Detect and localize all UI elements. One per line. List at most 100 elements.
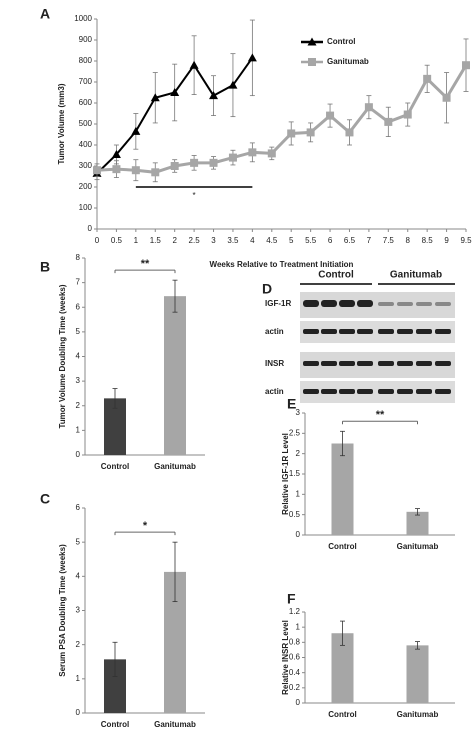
x-tick-label: 3 xyxy=(211,236,216,245)
x-tick-label: 0.5 xyxy=(111,236,123,245)
y-tick-label: 1 xyxy=(296,622,301,631)
marker xyxy=(190,158,199,167)
y-tick-label: 4 xyxy=(76,571,81,580)
y-tick-label: 1.2 xyxy=(289,607,301,616)
y-tick-label: 1.5 xyxy=(289,469,301,478)
y-tick-label: 5 xyxy=(76,537,81,546)
marker xyxy=(287,129,296,138)
legend-label: Ganitumab xyxy=(327,57,369,66)
y-tick-label: 500 xyxy=(79,119,93,128)
x-tick-label: Ganitumab xyxy=(397,710,439,719)
y-axis-title: Relative INSR Level xyxy=(281,620,290,695)
group-label: Ganitumab xyxy=(390,270,442,281)
row-label: actin xyxy=(265,387,284,396)
y-tick-label: 0.5 xyxy=(289,510,301,519)
marker xyxy=(306,128,315,137)
y-tick-label: 0 xyxy=(296,530,301,539)
marker xyxy=(247,53,257,62)
y-tick-label: 0.6 xyxy=(289,653,301,662)
blot-strip xyxy=(300,381,455,403)
x-tick-label: 8.5 xyxy=(422,236,434,245)
marker xyxy=(423,74,432,83)
x-tick-label: 7.5 xyxy=(383,236,395,245)
bar xyxy=(104,398,126,455)
x-tick-label: Control xyxy=(101,462,129,471)
y-tick-label: 1000 xyxy=(74,14,92,23)
significance-label: ** xyxy=(376,409,385,421)
x-tick-label: 5 xyxy=(289,236,294,245)
y-tick-label: 600 xyxy=(79,98,93,107)
y-axis-title: Relative IGF-1R Level xyxy=(281,433,290,515)
y-tick-label: 1 xyxy=(76,425,81,434)
panel-letter: C xyxy=(40,491,50,507)
y-tick-label: 0.2 xyxy=(289,683,301,692)
marker xyxy=(209,91,219,100)
y-tick-label: 3 xyxy=(76,376,81,385)
y-tick-label: 4 xyxy=(76,352,81,361)
marker xyxy=(228,153,237,162)
bar xyxy=(104,659,126,713)
legend-marker xyxy=(307,37,317,46)
marker xyxy=(170,88,180,96)
series-line xyxy=(96,64,468,174)
y-tick-label: 2.5 xyxy=(289,428,301,437)
x-tick-label: Control xyxy=(328,542,356,551)
y-tick-label: 400 xyxy=(79,140,93,149)
western-blot: Control Ganitumab IGF-1R actin INSR acti… xyxy=(265,270,455,403)
bar xyxy=(164,571,186,713)
x-tick-label: 9 xyxy=(444,236,449,245)
x-tick-label: 3.5 xyxy=(227,236,239,245)
y-tick-label: 800 xyxy=(79,56,93,65)
x-tick-label: 0 xyxy=(95,236,100,245)
y-axis-title: Tumor Volume Doubling Time (weeks) xyxy=(58,284,67,428)
bar xyxy=(406,645,429,703)
x-tick-label: 6.5 xyxy=(344,236,356,245)
marker xyxy=(150,93,160,102)
blot-strip xyxy=(300,321,455,343)
x-tick-label: 9.5 xyxy=(460,236,472,245)
x-tick-label: Ganitumab xyxy=(397,542,439,551)
x-tick-label: 6 xyxy=(328,236,333,245)
x-tick-label: 4.5 xyxy=(266,236,278,245)
marker xyxy=(384,117,393,126)
marker xyxy=(326,111,335,120)
marker xyxy=(442,93,451,102)
y-tick-label: 200 xyxy=(79,182,93,191)
marker xyxy=(189,60,199,69)
marker xyxy=(267,149,276,158)
y-tick-label: 0 xyxy=(88,224,93,233)
y-tick-label: 8 xyxy=(76,253,81,262)
bar xyxy=(164,296,186,455)
y-axis-title: Serum PSA Doubling Time (weeks) xyxy=(58,544,67,677)
y-tick-label: 6 xyxy=(76,302,81,311)
marker xyxy=(209,158,218,167)
group-label: Control xyxy=(318,270,354,281)
y-tick-label: 6 xyxy=(76,503,81,512)
y-tick-label: 2 xyxy=(76,401,81,410)
x-tick-label: Control xyxy=(101,720,129,729)
marker xyxy=(403,110,412,119)
bar xyxy=(331,633,354,703)
marker xyxy=(228,80,238,89)
y-tick-label: 2 xyxy=(76,640,81,649)
x-axis-title: Weeks Relative to Treatment Initiation xyxy=(210,260,354,269)
x-tick-label: Ganitumab xyxy=(154,720,196,729)
y-tick-label: 700 xyxy=(79,77,93,86)
marker xyxy=(131,126,141,135)
row-label: actin xyxy=(265,327,284,336)
y-tick-label: 0.4 xyxy=(289,668,301,677)
marker xyxy=(462,61,470,70)
significance-label: * xyxy=(143,520,148,532)
row-label: IGF-1R xyxy=(265,299,291,308)
panel-letter: D xyxy=(262,281,272,297)
y-tick-label: 0 xyxy=(76,450,81,459)
marker xyxy=(93,166,101,175)
y-tick-label: 0 xyxy=(76,708,81,717)
significance-label: ** xyxy=(141,258,150,270)
y-tick-label: 7 xyxy=(76,278,81,287)
marker xyxy=(170,162,179,170)
marker xyxy=(112,165,121,174)
legend-label: Control xyxy=(327,37,355,46)
y-tick-label: 900 xyxy=(79,35,93,44)
